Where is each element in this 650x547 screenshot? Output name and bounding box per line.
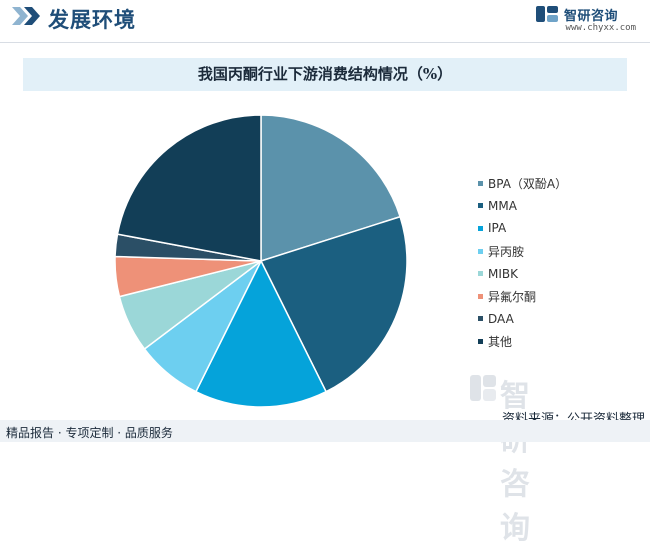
legend-item-7: 其他 (478, 330, 628, 353)
legend-swatch (478, 338, 483, 344)
brand-name: 智研咨询 (564, 9, 619, 24)
legend-item-1: MMA (478, 195, 628, 218)
pie-chart (114, 114, 408, 408)
footer-tagline: 精品报告 · 专项定制 · 品质服务 (6, 426, 173, 440)
brand-url: www.chyxx.com (565, 23, 636, 33)
pie-slice-7 (116, 114, 262, 262)
double-chevron-icon (12, 7, 40, 25)
watermark-name: 智研咨询 (500, 379, 532, 546)
brand-logo-icon (536, 6, 558, 22)
section-title: 发展环境 (48, 8, 136, 32)
page-header: 发展环境 智研咨询 www.chyxx.com (0, 0, 650, 36)
legend-label: MMA (488, 198, 517, 213)
header-divider (0, 42, 650, 43)
chart-title: 我国丙酮行业下游消费结构情况（%） (197, 65, 453, 83)
footer-band (0, 420, 650, 442)
chart-legend: BPA（双酚A） MMA IPA 异丙胺 MIBK 异氟尔酮 DAA 其他 (478, 172, 628, 353)
pie-slice-2 (194, 259, 328, 408)
legend-swatch (478, 225, 483, 231)
legend-swatch (478, 180, 483, 186)
legend-swatch (478, 293, 483, 299)
legend-item-5: 异氟尔酮 (478, 285, 628, 308)
legend-label: 异氟尔酮 (488, 289, 537, 304)
legend-label: IPA (488, 221, 507, 236)
legend-label: 其他 (488, 334, 513, 349)
chart-title-band: 我国丙酮行业下游消费结构情况（%） (23, 58, 627, 91)
watermark: 智研咨询 (470, 375, 530, 546)
brand-block: 智研咨询 www.chyxx.com (536, 5, 636, 35)
legend-swatch (478, 316, 483, 322)
pie-slice-1 (259, 215, 408, 393)
legend-swatch (478, 248, 483, 254)
legend-swatch (478, 271, 483, 277)
watermark-logo-icon (470, 375, 496, 401)
legend-label: MIBK (488, 266, 518, 281)
legend-label: BPA（双酚A） (488, 176, 568, 191)
legend-label: 异丙胺 (488, 244, 525, 259)
pie-slice-0 (260, 114, 402, 263)
legend-item-0: BPA（双酚A） (478, 172, 628, 195)
legend-item-3: 异丙胺 (478, 240, 628, 263)
legend-swatch (478, 203, 483, 209)
legend-item-4: MIBK (478, 262, 628, 285)
legend-item-2: IPA (478, 217, 628, 240)
legend-item-6: DAA (478, 308, 628, 331)
legend-label: DAA (488, 311, 514, 326)
